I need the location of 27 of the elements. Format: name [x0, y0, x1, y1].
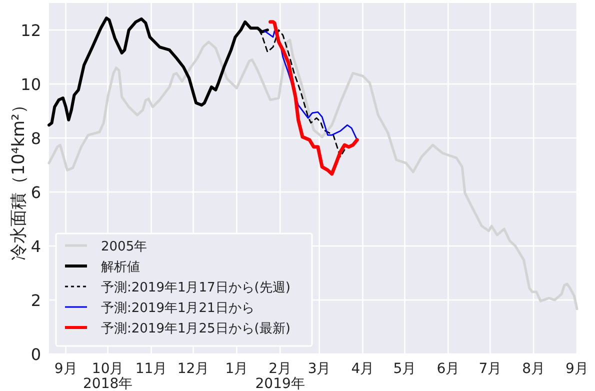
x-tick-label: 11月 [135, 361, 168, 377]
y-tick-label: 8 [30, 129, 41, 148]
x-tick-label: 3月 [308, 361, 331, 377]
y-axis-title: 冷水面積（10⁴km²） [9, 96, 29, 260]
legend-label: 2005年 [101, 240, 148, 254]
x-tick-label: 6月 [436, 361, 460, 377]
x-tick-label: 10月 2018年 [83, 361, 133, 391]
x-tick-label: 9月 [54, 361, 78, 377]
x-tick-label: 9月 [566, 361, 588, 377]
y-tick-label: 0 [30, 345, 41, 364]
y-tick-label: 2 [30, 291, 41, 310]
x-tick-label: 8月 [522, 361, 546, 377]
x-tick-label: 5月 [393, 361, 416, 377]
y-tick-label: 10 [20, 75, 41, 94]
y-tick-label: 6 [30, 183, 41, 202]
x-tick-label: 7月 [478, 361, 502, 377]
x-tick-label: 12月 [177, 361, 210, 377]
x-tick-label: 1月 [225, 361, 248, 377]
y-tick-label: 12 [20, 21, 41, 40]
x-tick-label: 4月 [351, 361, 374, 377]
x-tick-label: 2月 2019年 [255, 361, 305, 391]
legend-label: 予測:2019年1月21日から [101, 301, 254, 316]
legend-label: 解析値 [101, 260, 140, 275]
legend-label: 予測:2019年1月17日から(先週) [101, 280, 290, 296]
line-series [268, 20, 359, 176]
legend-label: 予測:2019年1月25日から(最新) [101, 322, 290, 336]
y-tick-label: 4 [30, 237, 41, 256]
